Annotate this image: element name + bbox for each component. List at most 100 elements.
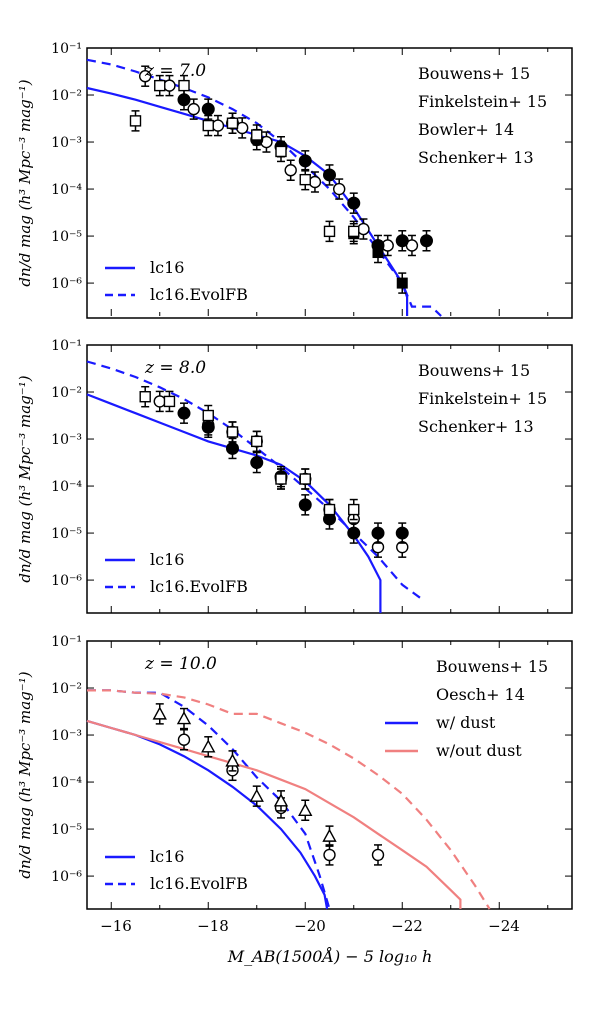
- data-point: [298, 802, 313, 816]
- legend-bouwens-label: Bouwens+ 15: [418, 64, 530, 83]
- panel-z10: 10⁻¹ 10⁻² 10⁻³ 10⁻⁴ 10⁻⁵ 10⁻⁶ z = 10.0 Bouwen…: [51, 634, 573, 910]
- data-point: [275, 473, 287, 485]
- data-point: [177, 406, 191, 420]
- y-axis-label-panel-z10: dn/d mag (h³ Mpc⁻³ mag⁻¹): [16, 671, 34, 878]
- y-tick-label: 10⁻⁴: [51, 775, 82, 791]
- data-point: [323, 848, 336, 862]
- legend-lc16-label: lc16: [150, 550, 184, 569]
- data-point: [357, 222, 370, 236]
- data-point: [250, 456, 264, 470]
- data-point: [299, 473, 311, 485]
- legend-schenker-label: Schenker+ 13: [418, 417, 534, 436]
- panel-z8-legend-upper: Bouwens+ 15 Finkelstein+ 15 Schenker+ 13: [418, 361, 547, 436]
- x-tick-label: −24: [488, 917, 520, 935]
- panel-z10-legend-upper: Bouwens+ 15 Oesch+ 14 w/ dust w/out dust: [385, 657, 548, 760]
- panel-z7: 10⁻¹ 10⁻² 10⁻³ 10⁻⁴ 10⁻⁵ 10⁻⁶ z = 7.0 Bouwens…: [51, 41, 573, 319]
- data-point: [298, 154, 312, 168]
- y-tick-label: 10⁻¹: [51, 41, 82, 57]
- panel-z8: 10⁻¹ 10⁻² 10⁻³ 10⁻⁴ 10⁻⁵ 10⁻⁶ z = 8.0 Bouwens…: [51, 338, 573, 614]
- data-point: [273, 793, 289, 807]
- data-point: [153, 395, 166, 408]
- panel-z10-marks: [86, 689, 491, 910]
- y-axis-label-panel-z7: dn/d mag (h³ Mpc⁻³ mag⁻¹): [16, 79, 34, 286]
- data-point: [347, 196, 361, 210]
- y-tick-label: 10⁻³: [51, 728, 82, 744]
- data-point: [348, 225, 360, 238]
- panel-z10-frame: [86, 640, 573, 910]
- panel-z7-annotation: z = 7.0: [144, 61, 206, 81]
- panel-z10-legend-lower: lc16 lc16.EvolFB: [105, 847, 248, 893]
- legend-bouwens-label: Bouwens+ 15: [418, 361, 530, 380]
- legend-evolfb-label: lc16.EvolFB: [150, 577, 248, 596]
- data-point: [284, 164, 297, 177]
- data-point: [372, 247, 384, 259]
- y-tick-label: 10⁻⁶: [51, 573, 82, 589]
- x-tick-labels: −16 −18 −20 −22 −24: [100, 917, 520, 935]
- data-point: [211, 119, 225, 132]
- data-point: [226, 117, 239, 129]
- legend-bouwens-label: Bouwens+ 15: [436, 657, 548, 676]
- panel-z7-ticks: 10⁻¹ 10⁻² 10⁻³ 10⁻⁴ 10⁻⁵ 10⁻⁶: [51, 41, 572, 316]
- panel-z10-ticks: 10⁻¹ 10⁻² 10⁻³ 10⁻⁴ 10⁻⁵ 10⁻⁶: [51, 634, 572, 909]
- panel-z10-annotation: z = 10.0: [144, 654, 217, 674]
- legend-wdust-label: w/ dust: [436, 713, 496, 732]
- data-point: [347, 526, 361, 540]
- panel-z7-legend-lower: lc16 lc16.EvolFB: [105, 258, 248, 304]
- legend-evolfb-label: lc16.EvolFB: [150, 874, 248, 893]
- panel-z7-marks: [86, 58, 442, 317]
- data-point: [322, 828, 337, 842]
- data-point: [177, 733, 191, 746]
- panel-z8-marks: [86, 360, 423, 613]
- y-tick-label: 10⁻⁵: [51, 229, 82, 245]
- data-point: [275, 145, 287, 158]
- y-tick-label: 10⁻⁴: [51, 479, 82, 495]
- data-point: [201, 102, 215, 116]
- data-point: [201, 739, 216, 753]
- legend-lc16-label: lc16: [150, 847, 184, 866]
- data-point: [163, 395, 176, 408]
- series-line-w-out-dust: [86, 719, 462, 909]
- data-point: [202, 119, 214, 132]
- data-point: [154, 79, 166, 92]
- y-tick-label: 10⁻²: [51, 385, 82, 401]
- panel-z8-ticks: 10⁻¹ 10⁻² 10⁻³ 10⁻⁴ 10⁻⁵ 10⁻⁶: [51, 338, 572, 613]
- data-point: [371, 848, 385, 862]
- y-tick-label: 10⁻³: [51, 432, 82, 448]
- data-point: [395, 234, 409, 248]
- data-point: [348, 503, 360, 516]
- x-tick-label: −22: [391, 917, 423, 935]
- data-point: [251, 129, 263, 141]
- data-point: [187, 102, 200, 116]
- y-tick-label: 10⁻⁴: [51, 182, 82, 198]
- legend-evolfb-label: lc16.EvolFB: [150, 285, 248, 304]
- y-tick-label: 10⁻⁵: [51, 526, 82, 542]
- data-point: [333, 182, 346, 196]
- data-point: [371, 526, 385, 540]
- legend-finkelstein-label: Finkelstein+ 15: [418, 389, 547, 408]
- data-point: [323, 168, 336, 182]
- y-tick-label: 10⁻²: [51, 681, 82, 697]
- data-point: [226, 426, 239, 438]
- data-point: [251, 435, 263, 448]
- legend-bowler-label: Bowler+ 14: [418, 120, 514, 139]
- y-tick-label: 10⁻⁶: [51, 869, 82, 885]
- data-point: [308, 175, 322, 189]
- panel-z8-frame: [86, 344, 573, 614]
- y-axis-label-panel-z8: dn/d mag (h³ Mpc⁻³ mag⁻¹): [16, 375, 34, 582]
- legend-finkelstein-label: Finkelstein+ 15: [418, 92, 547, 111]
- x-tick-label: −20: [294, 917, 326, 935]
- x-tick-label: −16: [100, 917, 132, 935]
- legend-lc16-label: lc16: [150, 258, 184, 277]
- data-point: [178, 79, 190, 92]
- panel-z7-legend-upper: Bouwens+ 15 Finkelstein+ 15 Bowler+ 14 S…: [418, 64, 547, 167]
- data-point: [323, 503, 336, 516]
- y-tick-label: 10⁻²: [51, 88, 82, 104]
- data-point: [176, 711, 192, 725]
- data-point: [396, 277, 408, 289]
- data-point: [395, 526, 409, 540]
- y-tick-label: 10⁻⁶: [51, 276, 82, 292]
- data-point: [138, 70, 152, 83]
- series-line-lc16-evolfb: [86, 58, 442, 317]
- x-tick-label: −18: [197, 917, 229, 935]
